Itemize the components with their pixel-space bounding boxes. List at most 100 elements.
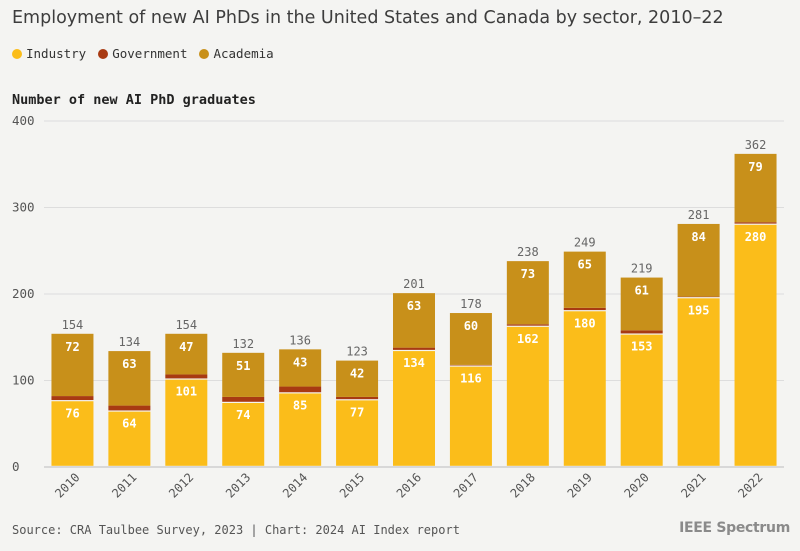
- data-label-industry: 180: [574, 316, 596, 330]
- bar-segment-industry: [506, 326, 549, 466]
- x-tick-label: 2020: [621, 470, 651, 500]
- bar-segment-academia: [506, 261, 549, 325]
- data-label-academia: 65: [578, 258, 592, 272]
- x-tick-label: 2010: [52, 470, 82, 500]
- total-label: 362: [745, 138, 767, 152]
- bar-segment-industry: [734, 224, 777, 466]
- data-label-industry: 280: [745, 230, 767, 244]
- bar-segment-industry: [677, 298, 720, 466]
- bar-segment-industry: [449, 366, 492, 466]
- bar-segment-government: [393, 347, 435, 350]
- bar-segment-government: [51, 396, 94, 401]
- total-label: 219: [631, 262, 653, 276]
- bar-segment-industry: [620, 334, 663, 466]
- bar-segment-industry: [393, 351, 435, 466]
- bar-segment-industry: [336, 400, 379, 466]
- legend-item-academia: Academia: [199, 46, 274, 61]
- data-label-industry: 134: [403, 356, 425, 370]
- total-label: 134: [119, 335, 141, 349]
- total-label: 249: [574, 236, 596, 250]
- data-label-academia: 63: [122, 357, 136, 371]
- data-label-industry: 195: [688, 303, 710, 317]
- bar-segment-industry: [222, 402, 265, 466]
- legend: Industry Government Academia: [12, 46, 274, 61]
- data-label-academia: 42: [350, 367, 364, 381]
- legend-swatch-academia: [199, 48, 210, 59]
- x-tick-label: 2019: [565, 470, 595, 500]
- data-label-academia: 84: [691, 230, 705, 244]
- total-label: 132: [232, 337, 254, 351]
- bar-segment-government: [620, 330, 663, 334]
- total-label: 238: [517, 245, 539, 259]
- bar-segment-government: [222, 396, 265, 402]
- legend-label-government: Government: [112, 46, 188, 61]
- bar-segment-government: [563, 307, 606, 311]
- total-label: 178: [460, 297, 482, 311]
- total-label: 281: [688, 208, 710, 222]
- bar-segment-academia: [449, 313, 492, 365]
- bar-segment-academia: [51, 333, 94, 397]
- y-axis-label: Number of new AI PhD graduates: [12, 92, 256, 108]
- bar-segment-government: [336, 396, 379, 400]
- data-label-academia: 47: [179, 340, 193, 354]
- data-label-industry: 85: [293, 398, 307, 412]
- total-label: 154: [62, 318, 84, 332]
- total-label: 136: [289, 333, 311, 347]
- bar-segment-government: [734, 222, 777, 224]
- data-label-academia: 72: [65, 340, 79, 354]
- data-label-industry: 153: [631, 340, 653, 354]
- data-label-industry: 77: [350, 405, 364, 419]
- x-tick-label: 2011: [109, 470, 139, 500]
- bar-segment-academia: [677, 223, 720, 297]
- y-tick-label: 300: [12, 200, 35, 215]
- data-label-academia: 73: [521, 267, 535, 281]
- bar-segment-academia: [563, 251, 606, 308]
- legend-swatch-industry: [12, 48, 22, 59]
- data-label-academia: 51: [236, 359, 250, 373]
- x-tick-label: 2012: [166, 470, 196, 500]
- legend-swatch-government: [98, 48, 109, 59]
- data-label-academia: 61: [634, 284, 648, 298]
- data-label-industry: 74: [236, 408, 250, 422]
- bar-segment-industry: [279, 393, 322, 466]
- bar-segment-government: [279, 386, 322, 393]
- legend-item-industry: Industry: [12, 46, 86, 61]
- source-note: Source: CRA Taulbee Survey, 2023 | Chart…: [12, 523, 460, 537]
- x-tick-label: 2017: [451, 470, 481, 500]
- x-tick-label: 2015: [337, 470, 367, 500]
- bar-segment-industry: [108, 411, 151, 466]
- brand-logo: IEEE Spectrum: [679, 520, 790, 536]
- data-label-industry: 76: [65, 406, 79, 420]
- bar-segment-government: [677, 296, 720, 298]
- bar-segment-academia: [336, 360, 379, 397]
- y-tick-label: 100: [12, 373, 35, 388]
- data-label-academia: 63: [407, 299, 421, 313]
- legend-item-government: Government: [98, 46, 187, 61]
- data-label-academia: 79: [748, 160, 762, 174]
- x-tick-label: 2016: [394, 470, 424, 500]
- bar-segment-government: [449, 364, 492, 366]
- x-tick-label: 2013: [223, 470, 253, 500]
- bar-segment-government: [165, 374, 208, 379]
- data-label-academia: 60: [464, 319, 478, 333]
- x-tick-label: 2022: [735, 470, 765, 500]
- total-label: 123: [346, 345, 368, 359]
- bar-segment-industry: [165, 379, 208, 466]
- x-tick-label: 2014: [280, 470, 310, 500]
- bar-segment-academia: [165, 333, 208, 375]
- bar-segment-academia: [734, 153, 777, 223]
- bar-segment-academia: [279, 349, 322, 387]
- legend-label-academia: Academia: [213, 46, 274, 61]
- bar-segment-academia: [108, 351, 151, 406]
- y-tick-label: 200: [12, 286, 35, 301]
- x-tick-label: 2021: [678, 470, 708, 500]
- x-tick-label: 2018: [508, 470, 538, 500]
- bar-segment-academia: [222, 352, 265, 397]
- y-tick-label: 400: [12, 113, 35, 128]
- data-label-academia: 43: [293, 355, 307, 369]
- data-label-industry: 101: [175, 385, 197, 399]
- y-tick-label: 0: [12, 459, 20, 474]
- bar-segment-academia: [620, 277, 663, 331]
- bar-segment-industry: [51, 401, 94, 466]
